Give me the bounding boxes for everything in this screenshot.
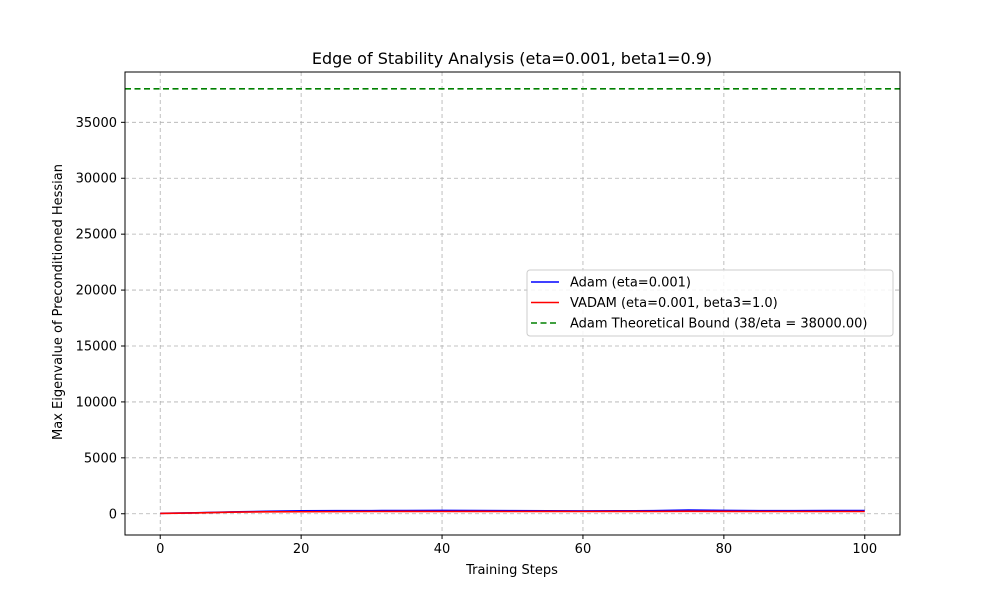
y-tick-label: 35000 — [76, 116, 117, 131]
x-tick-label: 80 — [716, 542, 733, 557]
y-tick-label: 20000 — [76, 284, 117, 299]
plot-frame — [124, 71, 901, 536]
x-tick-label: 40 — [434, 542, 451, 557]
legend-label: VADAM (eta=0.001, beta3=1.0) — [570, 296, 778, 311]
legend-label: Adam Theoretical Bound (38/eta = 38000.0… — [570, 317, 867, 332]
x-tick-label: 100 — [852, 542, 877, 557]
x-tick-label: 20 — [293, 542, 310, 557]
x-axis-title: Training Steps — [465, 563, 558, 578]
series-layer — [125, 87, 900, 515]
x-tick-label: 60 — [575, 542, 592, 557]
y-axis-title: Max Eigenvalue of Preconditioned Hessian — [51, 164, 66, 440]
legend-label: Adam (eta=0.001) — [570, 276, 691, 291]
y-tick-label: 25000 — [76, 228, 117, 243]
legend-box — [526, 269, 894, 337]
y-tick-label: 10000 — [76, 395, 117, 410]
x-tick-label: 0 — [156, 542, 164, 557]
ticks: 0 20 40 60 80 100 0 5000 10000 15000 20000 25000 300… — [76, 116, 878, 557]
y-tick-label: 5000 — [84, 451, 117, 466]
y-tick-label: 30000 — [76, 172, 117, 187]
series-line-1 — [160, 510, 865, 515]
chart-title: Edge of Stability Analysis (eta=0.001, b… — [312, 49, 712, 68]
legend: Adam (eta=0.001) VADAM (eta=0.001, beta3=… — [526, 269, 894, 337]
y-tick-label: 15000 — [76, 339, 117, 354]
y-tick-label: 0 — [109, 507, 117, 522]
